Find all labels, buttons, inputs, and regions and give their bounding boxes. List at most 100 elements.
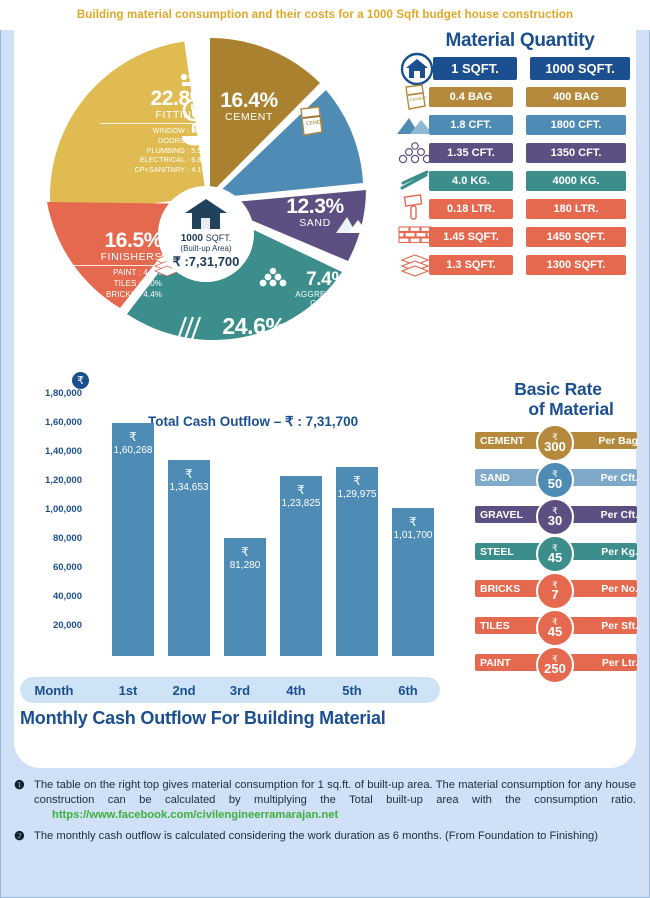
bar-value: 81,280 [229, 559, 261, 571]
mq-value-1sqft: 1.8 CFT. [429, 114, 513, 135]
basic-rate-row-gravel: GRAVEL Per Cft. ₹30 [470, 498, 646, 537]
note-body: The table on the right top gives materia… [34, 779, 636, 806]
basic-rate-row-paint: PAINT Per Ltr. ₹250 [470, 646, 646, 685]
pie-label-cement: 16.4% CEMENT [206, 89, 292, 123]
monthly-cash-outflow-chart: ₹ Total Cash Outflow – ₹ : 7,31,700 1,80… [20, 372, 440, 702]
pie-label-fittings: 22.8% FITTINGS WINDOW : 3.0% DOORS : 3.4… [88, 87, 208, 175]
y-tick: 1,40,000 [45, 446, 82, 457]
bar-6th[interactable]: ₹ 1,01,700 [392, 507, 434, 656]
pie-pct-steel: 24.6% [222, 313, 286, 339]
bar-1st[interactable]: ₹ 1,60,268 [112, 422, 154, 656]
br-rate-badge: ₹250 [536, 646, 574, 685]
sand-mountain-icon [395, 113, 435, 136]
bar-value: 1,29,975 [337, 488, 377, 500]
steel-rods-icon [174, 316, 202, 346]
mq-value-1000sqft: 400 BAG [526, 86, 626, 107]
cement-bag-icon: CEMENT [300, 106, 324, 136]
chart-total-label: Total Cash Outflow – ₹ : 7,31,700 [148, 414, 359, 429]
pie-breakdown-fittings: WINDOW : 3.0% DOORS : 3.4% PLUMBING : 5.… [134, 126, 208, 174]
note-2: ❷ The monthly cash outflow is calculated… [14, 829, 636, 844]
pie-pct-sand: 12.3% [286, 195, 344, 218]
paint-brush-icon [32, 233, 50, 259]
pie-slice-aggregates [213, 190, 366, 261]
header-bar: Building material consumption and their … [0, 0, 650, 30]
bar-rupee: ₹ [241, 544, 249, 559]
pie-svg [47, 37, 366, 340]
gravel-pile-icon [259, 267, 287, 287]
x-tick-6th: 6th [398, 682, 418, 698]
pie-label-sand: 12.3% SAND [278, 195, 352, 229]
facebook-url-link[interactable]: https://www.facebook.com/civilengineerra… [52, 808, 339, 821]
pie-name-fittings: FITTINGS [155, 109, 208, 122]
br-rate-badge: ₹45 [536, 535, 574, 574]
bar-3rd[interactable]: ₹ 81,280 [224, 537, 266, 656]
pie-pct-cement: 16.4% [220, 89, 278, 112]
bar-5th[interactable]: ₹ 1,29,975 [336, 466, 378, 656]
br-unit: Per Sft. [601, 619, 638, 632]
br-material: TILES [480, 619, 510, 632]
bar-4th[interactable]: ₹ 1,23,825 [280, 475, 322, 656]
br-rate-badge: ₹30 [536, 498, 574, 537]
x-tick-4th: 4th [286, 682, 306, 698]
br-unit: Per Cft. [600, 471, 638, 484]
bar-rupee: ₹ [297, 482, 305, 497]
footer-notes: ❶ The table on the right top gives mater… [14, 778, 636, 851]
pie-label-aggregates: 7.4% AGGREGATES / GRAVEL [286, 270, 368, 309]
br-material: GRAVEL [480, 508, 523, 521]
bar-rupee: ₹ [185, 467, 193, 482]
material-quantity-row-steel: 4.0 KG. 4000 KG. [395, 169, 645, 192]
bar-value: 1,01,700 [393, 529, 433, 541]
pie-slice-cement [210, 37, 320, 195]
pie-slice-sand [213, 90, 363, 198]
chart-plot-area: ₹ 1,60,268 ₹ 1,34,653 ₹ 81,280 ₹ 1,23,82… [88, 394, 434, 656]
mq-value-1000sqft: 1350 CFT. [526, 142, 626, 163]
material-quantity-row-sand: 1.8 CFT. 1800 CFT. [395, 113, 645, 136]
br-unit: Per Kg. [601, 545, 638, 558]
basic-rate-row-bricks: BRICKS Per No. ₹7 [470, 572, 646, 611]
chart-y-axis: 1,80,000 1,60,000 1,40,000 1,20,000 1,00… [20, 388, 82, 654]
br-rate-badge: ₹300 [536, 424, 574, 463]
mq-value-1000sqft: 4000 KG. [526, 170, 626, 191]
basic-rate-title-line2: of Material [528, 398, 614, 419]
bar-value: 1,23,825 [281, 497, 321, 509]
note-text: The monthly cash outflow is calculated c… [34, 830, 599, 843]
material-quantity-row-gravel: 1.35 CFT. 1350 CFT. [395, 141, 645, 164]
pie-pct-fittings: 22.8% [150, 87, 208, 110]
basic-rate-row-cement: CEMENT Per Bag ₹300 [470, 424, 646, 463]
mq-value-1sqft: 0.18 LTR. [429, 198, 513, 219]
material-quantity-panel: Material Quantity 1 SQFT. 1000 SQFT. CEM… [395, 30, 645, 277]
paint-brush-icon [395, 193, 435, 220]
pie-breakdown-finishers: PAINT : 4.1% TILES : 8.0% BRICKS : 4.4% [106, 268, 162, 299]
note-text: The table on the right top gives materia… [34, 778, 636, 822]
basic-rate-panel: Basic Rate of Material CEMENT Per Bag ₹3… [470, 379, 646, 685]
basic-rate-title: Basic Rate of Material [470, 379, 646, 419]
mq-value-1000sqft: 180 LTR. [526, 198, 626, 219]
basic-rate-row-sand: SAND Per Cft. ₹50 [470, 461, 646, 500]
house-icon [185, 199, 227, 229]
svg-text:CEMENT: CEMENT [306, 119, 324, 127]
x-tick-2nd: 2nd [172, 682, 196, 698]
y-tick: 80,000 [52, 533, 82, 544]
material-quantity-row-cement: CEMENT 0.4 BAG 400 BAG [395, 83, 645, 110]
br-material: SAND [480, 471, 510, 484]
note-1: ❶ The table on the right top gives mater… [14, 778, 636, 822]
house-badge-icon [395, 52, 439, 85]
y-tick: 1,60,000 [45, 417, 82, 428]
br-rate-badge: ₹50 [536, 461, 574, 500]
pie-center-sqft: 1000 SQFT. [180, 233, 232, 244]
x-tick-5th: 5th [342, 682, 362, 698]
basic-rate-row-steel: STEEL Per Kg. ₹45 [470, 535, 646, 574]
bar-2nd[interactable]: ₹ 1,34,653 [168, 460, 210, 656]
material-quantity-row-tiles: 1.3 SQFT. 1300 SQFT. [395, 253, 645, 277]
pie-center-area-note: (Built-up Area) [180, 244, 232, 253]
mq-value-1000sqft: 1800 CFT. [526, 114, 626, 135]
y-tick: 1,20,000 [45, 475, 82, 486]
y-tick: 1,00,000 [45, 504, 82, 515]
chart-x-axis: Month 1st 2nd 3rd 4th 5th 6th [20, 677, 440, 703]
pie-slice-fittings [50, 41, 206, 218]
mq-header-1sqft: 1 SQFT. [433, 57, 517, 80]
note-number: ❶ [14, 778, 25, 792]
cement-bag-icon: CEMENT [395, 83, 435, 110]
mq-value-1000sqft: 1300 SQFT. [526, 254, 626, 275]
y-tick: 40,000 [52, 591, 82, 602]
